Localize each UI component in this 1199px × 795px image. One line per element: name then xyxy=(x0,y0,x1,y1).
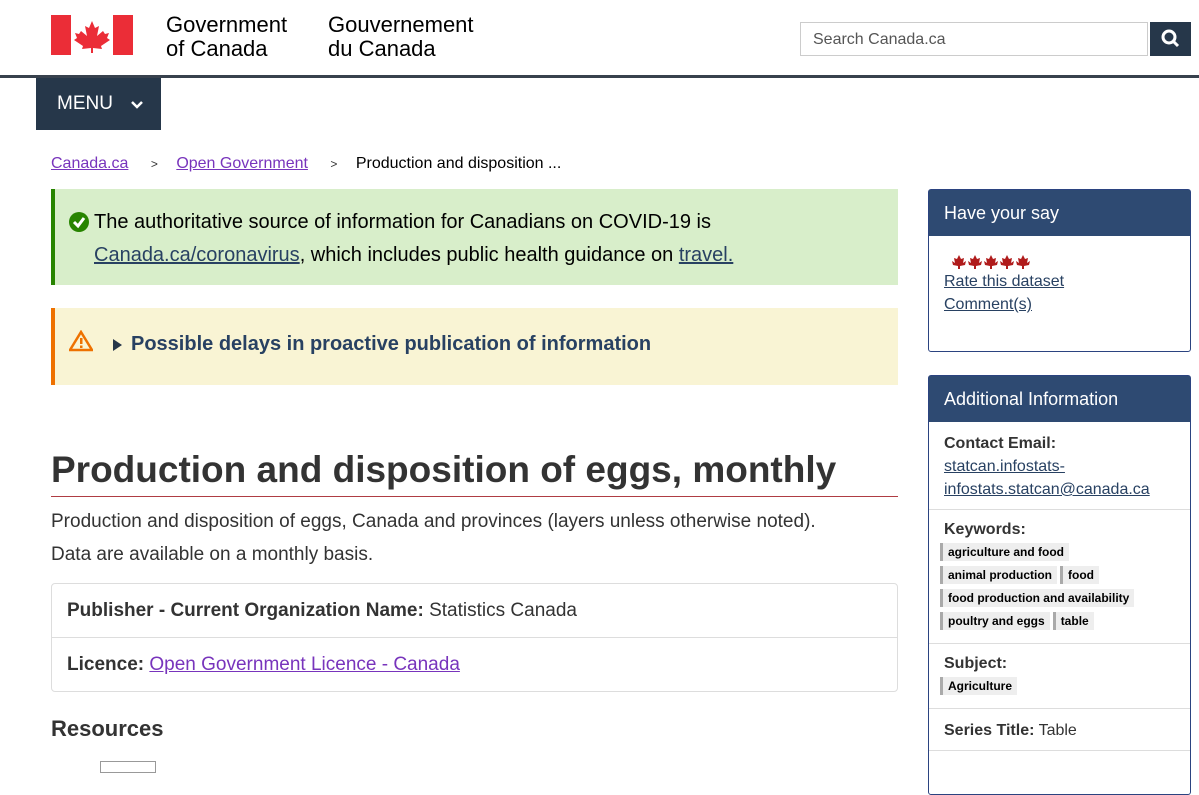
resource-box xyxy=(100,761,156,773)
subject-label: Subject: xyxy=(944,655,1008,672)
publisher-label: Publisher - Current Organization Name: xyxy=(67,600,424,621)
breadcrumb-link[interactable]: Canada.ca xyxy=(51,155,129,172)
resources-heading: Resources xyxy=(51,716,164,741)
keyword-tag[interactable]: poultry and eggs xyxy=(940,612,1050,630)
rating-stars[interactable] xyxy=(951,254,1031,270)
subject-tag[interactable]: Agriculture xyxy=(940,677,1018,695)
comment-link[interactable]: Comment(s) xyxy=(944,296,1033,313)
notice-link[interactable]: Canada.ca/coronavirus xyxy=(94,244,300,266)
check-icon xyxy=(69,212,89,232)
gov-en-line: of Canada xyxy=(166,36,268,61)
page-title: Production and disposition of eggs, mont… xyxy=(51,446,898,497)
contact-email[interactable]: infostats.statcan@canada.ca xyxy=(944,481,1150,498)
notice-text: The authoritative source of information … xyxy=(94,211,711,233)
contact-section: Contact Email: statcan.infostats- infost… xyxy=(929,422,1190,510)
publisher-row: Publisher - Current Organization Name: S… xyxy=(52,584,897,638)
series-label: Series Title: xyxy=(944,722,1035,739)
description: Production and disposition of eggs, Cana… xyxy=(51,511,816,565)
search-button[interactable] xyxy=(1150,22,1191,56)
flag xyxy=(51,15,133,55)
publisher-value: Statistics Canada xyxy=(429,600,577,621)
warning: Possible delays in proactive publication… xyxy=(51,308,898,385)
gov-fr-line: du Canada xyxy=(328,36,436,61)
keyword-tag[interactable]: food production and availability xyxy=(940,589,1135,607)
gov-en: Government of Canada xyxy=(166,13,287,61)
have-your-say-panel: Have your say Rate this dataset Comment(… xyxy=(928,189,1191,352)
contact-label: Contact Email: xyxy=(944,435,1057,452)
details-box: Publisher - Current Organization Name: S… xyxy=(51,583,898,692)
keyword-tag[interactable]: table xyxy=(1052,612,1094,630)
notice-text: , which includes public health guidance … xyxy=(299,244,674,266)
covid-notice: The authoritative source of information … xyxy=(51,189,898,285)
header: Government of Canada Gouvernement du Can… xyxy=(0,0,1199,78)
gov-fr-line: Gouvernement xyxy=(328,12,474,37)
series-section: Series Title: Table xyxy=(929,709,1190,751)
gov-fr: Gouvernement du Canada xyxy=(328,13,474,61)
search-input[interactable]: Search Canada.ca xyxy=(800,22,1148,56)
licence-link[interactable]: Open Government Licence - Canada xyxy=(149,654,460,675)
licence-row: Licence: Open Government Licence - Canad… xyxy=(52,638,897,691)
breadcrumb-link[interactable]: Open Government xyxy=(176,155,308,172)
keywords-section: Keywords: agriculture and food animal pr… xyxy=(929,510,1190,644)
keywords-label: Keywords: xyxy=(944,521,1026,538)
warning-summary[interactable]: Possible delays in proactive publication… xyxy=(131,333,652,355)
warning-icon xyxy=(69,330,93,352)
keyword-tag[interactable]: agriculture and food xyxy=(940,543,1070,561)
additional-info-panel: Additional Information Contact Email: st… xyxy=(928,375,1191,795)
menu-button[interactable]: MENU xyxy=(36,78,161,130)
panel-heading: Have your say xyxy=(929,190,1190,236)
series-value: Table xyxy=(1038,722,1077,739)
keyword-tag[interactable]: food xyxy=(1060,566,1100,584)
keyword-tag[interactable]: animal production xyxy=(940,566,1058,584)
menu-label: MENU xyxy=(57,93,113,114)
breadcrumb-current: Production and disposition ... xyxy=(355,155,562,172)
rate-link[interactable]: Rate this dataset xyxy=(944,273,1065,290)
notice-link[interactable]: travel. xyxy=(678,244,734,266)
contact-email[interactable]: statcan.infostats- xyxy=(944,458,1065,475)
expand-triangle xyxy=(113,339,122,351)
breadcrumbs: Canada.ca > Open Government > Production… xyxy=(51,155,562,172)
subject-section: Subject: Agriculture xyxy=(929,644,1190,709)
search-icon xyxy=(1161,29,1180,48)
panel-heading: Additional Information xyxy=(929,376,1190,422)
licence-label: Licence: xyxy=(67,654,145,675)
chevron xyxy=(131,101,143,109)
gov-en-line: Government xyxy=(166,12,288,37)
